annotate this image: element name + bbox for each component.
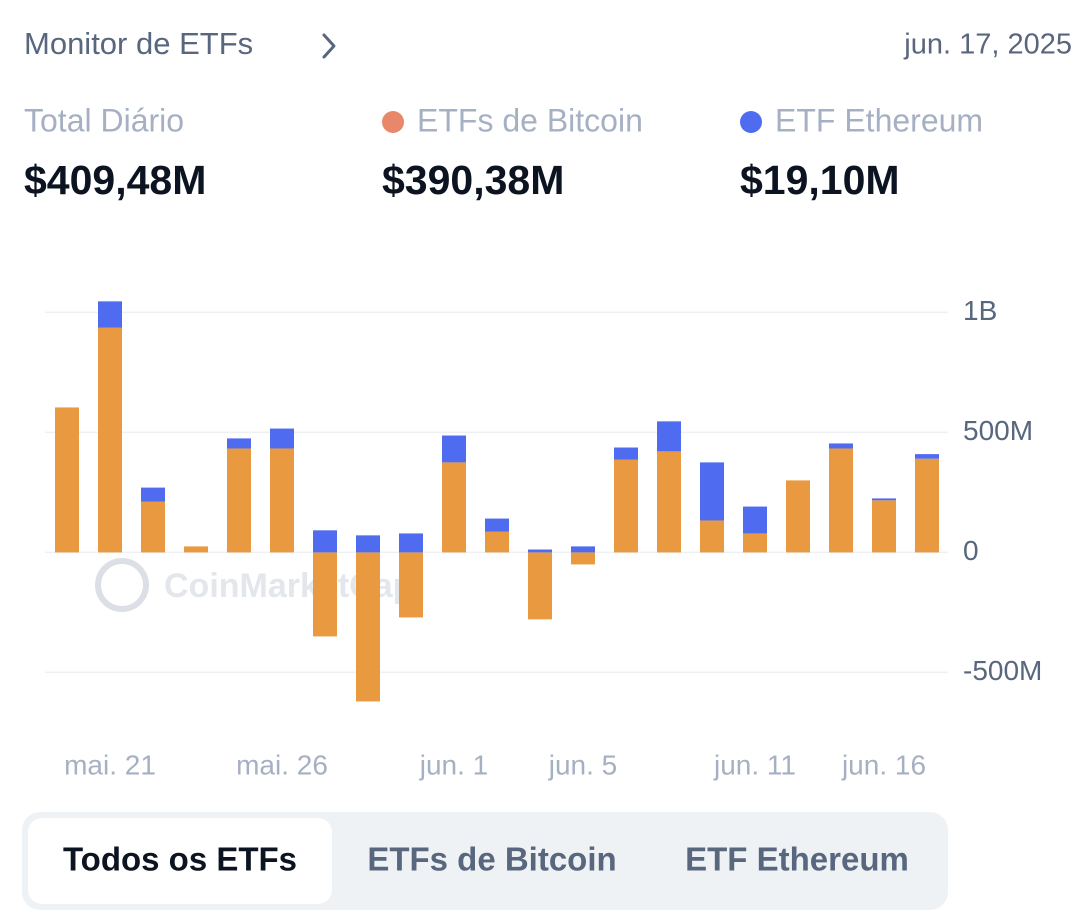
- bar: [872, 500, 896, 553]
- bar: [356, 535, 380, 553]
- y-tick-label: 1B: [963, 295, 997, 326]
- bar: [614, 459, 638, 553]
- x-tick-label: jun. 5: [548, 749, 618, 780]
- bar: [829, 448, 853, 553]
- bar: [657, 421, 681, 452]
- summary-label: ETF Ethereum: [775, 102, 983, 138]
- bar: [485, 531, 509, 553]
- bar: [657, 451, 681, 553]
- legend-dot: [382, 111, 404, 133]
- bar: [786, 480, 810, 553]
- x-tick-label: jun. 1: [419, 749, 489, 780]
- bar: [227, 438, 251, 449]
- bar: [442, 435, 466, 463]
- bar: [743, 533, 767, 553]
- legend-dot: [740, 111, 762, 133]
- x-tick-label: jun. 11: [713, 749, 796, 780]
- bar: [98, 301, 122, 328]
- x-tick-label: mai. 26: [236, 749, 328, 780]
- bar: [872, 498, 896, 501]
- y-tick-label: -500M: [963, 655, 1042, 686]
- bar: [55, 407, 79, 553]
- x-tick-label: jun. 16: [841, 749, 926, 780]
- header-title[interactable]: Monitor de ETFs: [24, 26, 253, 61]
- bar: [270, 428, 294, 449]
- bar: [399, 552, 423, 618]
- bar: [270, 448, 294, 553]
- watermark-logo: [95, 558, 149, 612]
- bar: [313, 552, 337, 637]
- bar: [485, 518, 509, 532]
- bar: [227, 448, 251, 553]
- summary-label: Total Diário: [24, 102, 184, 138]
- bar: [528, 552, 552, 620]
- bar: [528, 549, 552, 553]
- bar: [313, 530, 337, 553]
- tab[interactable]: ETFs de Bitcoin: [367, 841, 616, 878]
- bar: [442, 462, 466, 553]
- tab[interactable]: Todos os ETFs: [63, 841, 297, 878]
- bar: [571, 552, 595, 565]
- summary-value: $19,10M: [740, 157, 900, 203]
- bar: [571, 546, 595, 553]
- bar: [184, 546, 208, 553]
- y-tick-label: 0: [963, 535, 979, 566]
- header-date: jun. 17, 2025: [903, 29, 1072, 61]
- bar: [614, 447, 638, 460]
- bar: [399, 533, 423, 553]
- chevron[interactable]: [322, 33, 336, 59]
- bar: [700, 520, 724, 553]
- bar: [356, 552, 380, 702]
- active-tab[interactable]: [28, 818, 332, 904]
- summary-value: $409,48M: [24, 157, 206, 203]
- bar: [743, 506, 767, 534]
- bar: [700, 462, 724, 521]
- summary-value: $390,38M: [382, 157, 564, 203]
- bar: [141, 501, 165, 553]
- bar: [98, 327, 122, 553]
- bar: [829, 443, 853, 449]
- bar: [915, 454, 939, 459]
- bar: [915, 458, 939, 553]
- bar: [141, 487, 165, 502]
- summary-label: ETFs de Bitcoin: [417, 102, 643, 138]
- tab[interactable]: ETF Ethereum: [685, 841, 909, 878]
- x-tick-label: mai. 21: [64, 749, 156, 780]
- y-tick-label: 500M: [963, 415, 1033, 446]
